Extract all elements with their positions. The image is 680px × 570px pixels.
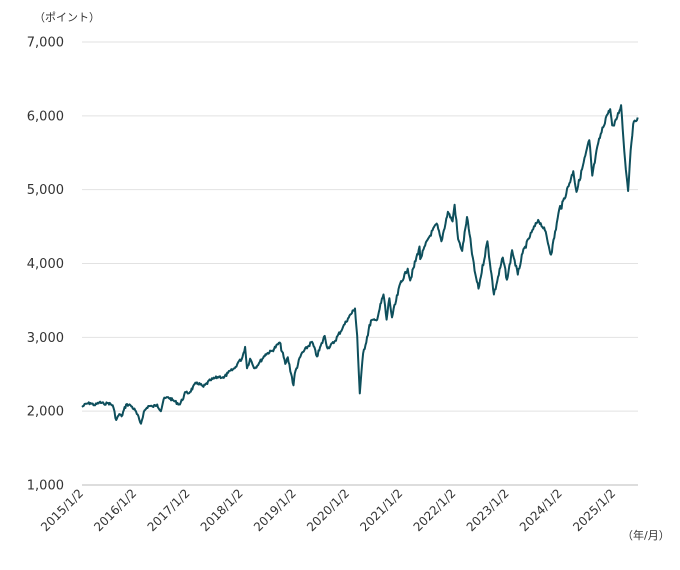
x-tick-label: 2017/1/2 bbox=[145, 486, 193, 534]
series-line bbox=[81, 104, 639, 425]
x-tick-label: 2019/1/2 bbox=[251, 486, 299, 534]
y-tick-label: 5,000 bbox=[27, 183, 64, 198]
x-tick-label: 2016/1/2 bbox=[91, 486, 139, 534]
x-tick-label: 2023/1/2 bbox=[464, 486, 512, 534]
y-tick-label: 2,000 bbox=[27, 405, 64, 420]
series-group bbox=[81, 104, 639, 425]
x-tick-label: 2024/1/2 bbox=[517, 486, 565, 534]
y-tick-label: 7,000 bbox=[27, 36, 64, 51]
y-tick-label: 4,000 bbox=[27, 257, 64, 272]
y-tick-labels: 1,000 2,000 3,000 4,000 5,000 6,000 7,000 bbox=[27, 36, 64, 494]
y-unit-label: （ポイント） bbox=[34, 11, 100, 24]
x-unit-label: （年/月） bbox=[622, 528, 670, 542]
x-tick-label: 2022/1/2 bbox=[411, 486, 459, 534]
grid-lines bbox=[82, 41, 638, 486]
y-tick-label: 6,000 bbox=[27, 109, 64, 124]
x-tick-label: 2018/1/2 bbox=[198, 486, 246, 534]
x-tick-label: 2025/1/2 bbox=[570, 486, 618, 534]
x-tick-label: 2021/1/2 bbox=[357, 486, 405, 534]
x-tick-labels: 2015/1/2 2016/1/2 2017/1/2 2018/1/2 2019/1/2… bbox=[38, 486, 618, 534]
y-tick-label: 3,000 bbox=[27, 331, 64, 346]
x-tick-label: 2020/1/2 bbox=[304, 486, 352, 534]
y-tick-label: 1,000 bbox=[27, 479, 64, 494]
